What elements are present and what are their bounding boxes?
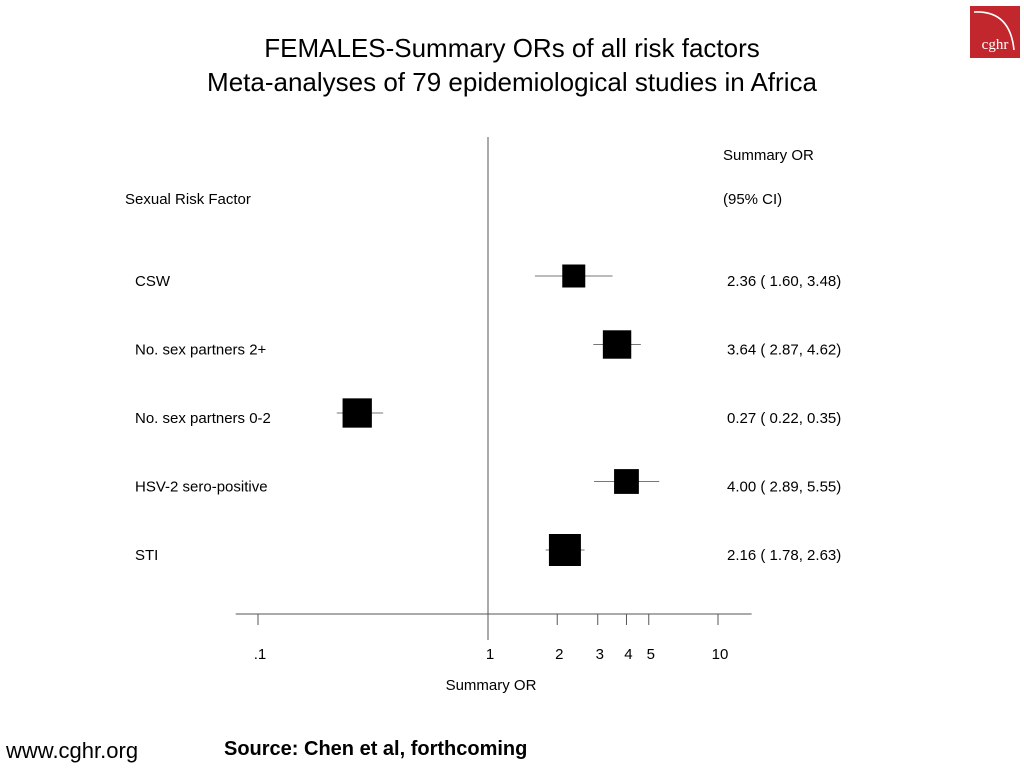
row-label: CSW [135, 273, 171, 290]
column-header-ci: (95% CI) [723, 191, 782, 208]
row-label: No. sex partners 0-2 [135, 410, 271, 427]
point-estimate-marker [548, 534, 581, 566]
logo-swoosh-icon [973, 11, 1015, 51]
forest-row: HSV-2 sero-positive 4.00 ( 2.89, 5.55) [135, 469, 841, 496]
row-ci-text: 2.16 ( 1.78, 2.63) [727, 547, 841, 564]
row-ci-text: 0.27 ( 0.22, 0.35) [727, 410, 841, 427]
row-label: No. sex partners 2+ [135, 342, 267, 359]
forest-row: No. sex partners 2+ 3.64 ( 2.87, 4.62) [135, 330, 841, 359]
chart-title: FEMALES-Summary ORs of all risk factors [264, 33, 760, 63]
forest-row: CSW 2.36 ( 1.60, 3.48) [135, 264, 841, 290]
forest-row: STI 2.16 ( 1.78, 2.63) [135, 534, 841, 566]
forest-plot: Sexual Risk Factor Summary OR (95% CI) .… [125, 137, 841, 694]
point-estimate-marker [602, 330, 632, 359]
cghr-logo: cghr [970, 6, 1020, 58]
x-tick-label: .1 [254, 646, 267, 663]
x-tick-label: 4 [624, 646, 632, 663]
x-tick-label: 3 [596, 646, 604, 663]
chart-subtitle: Meta-analyses of 79 epidemiological stud… [207, 67, 817, 97]
x-axis-label: Summary OR [446, 677, 537, 694]
x-tick-label: 1 [486, 646, 494, 663]
point-estimate-marker [614, 469, 639, 494]
row-label: STI [135, 547, 158, 564]
source-note: Source: Chen et al, forthcoming [224, 738, 528, 760]
website-link[interactable]: www.cghr.org [6, 738, 139, 763]
x-tick-label: 5 [647, 646, 655, 663]
column-header-or: Summary OR [723, 147, 814, 164]
row-ci-text: 3.64 ( 2.87, 4.62) [727, 342, 841, 359]
row-ci-text: 2.36 ( 1.60, 3.48) [727, 273, 841, 290]
column-header-factor: Sexual Risk Factor [125, 191, 251, 208]
forest-row: No. sex partners 0-2 0.27 ( 0.22, 0.35) [135, 398, 841, 428]
point-estimate-marker [562, 264, 586, 288]
point-estimate-marker [342, 398, 372, 428]
x-tick-label: 10 [712, 646, 729, 663]
row-label: HSV-2 sero-positive [135, 479, 268, 496]
row-ci-text: 4.00 ( 2.89, 5.55) [727, 479, 841, 496]
x-tick-label: 2 [555, 646, 563, 663]
logo-text: cghr [981, 37, 1009, 53]
